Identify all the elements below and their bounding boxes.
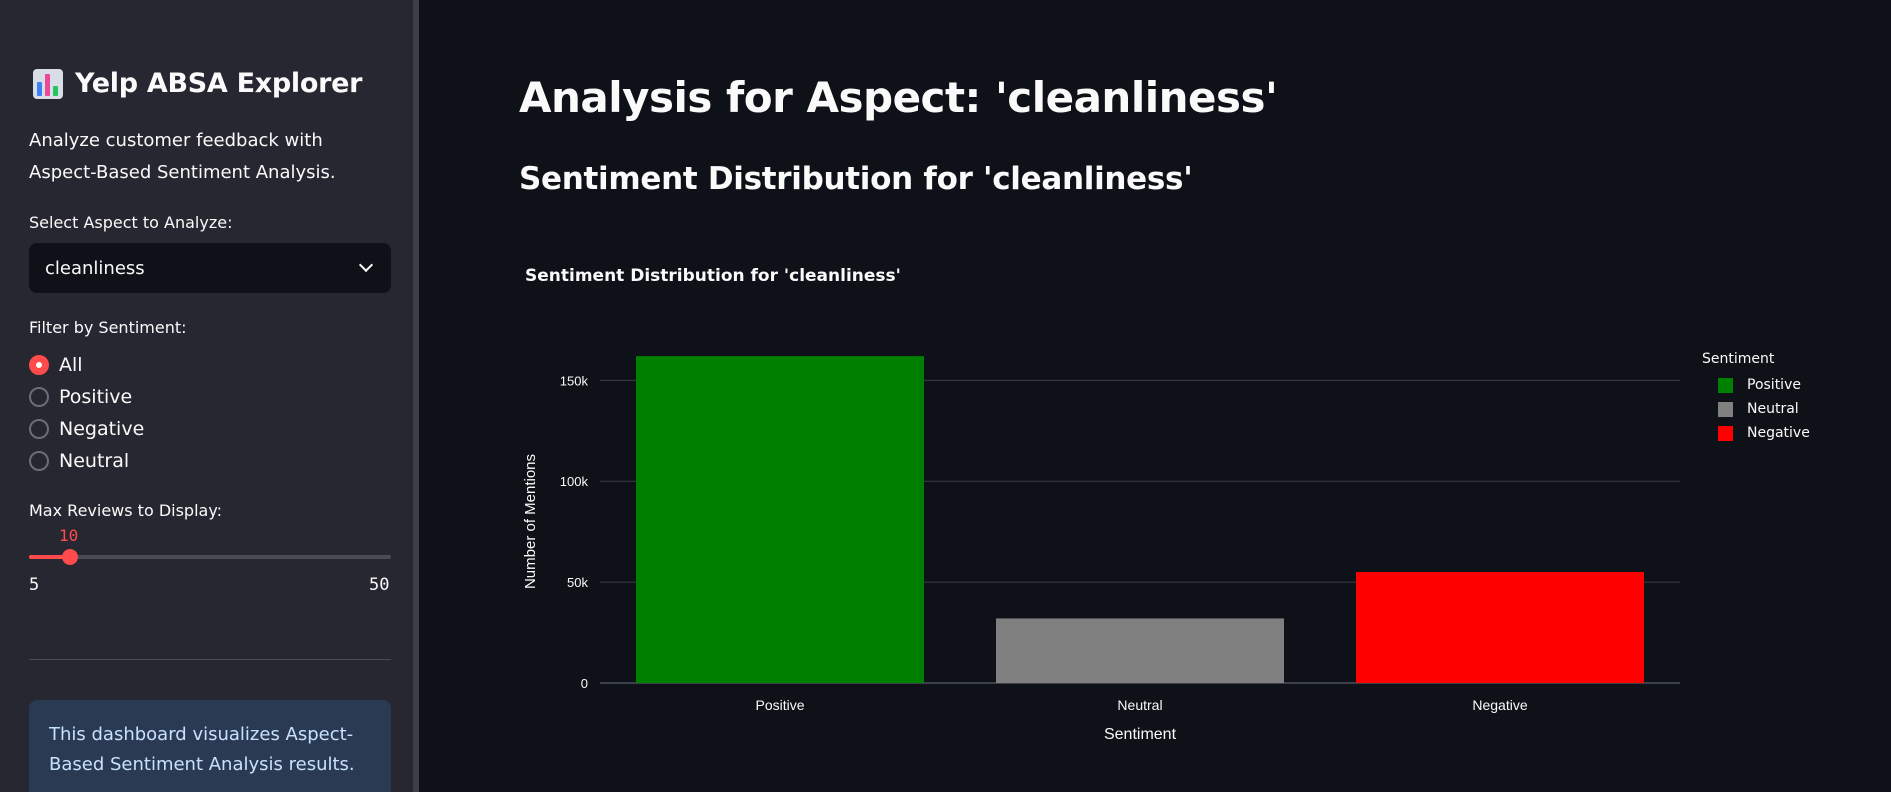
radio-option-all[interactable]: All [29,354,83,376]
chevron-down-icon [358,257,374,273]
info-box: This dashboard visualizes Aspect-Based S… [29,700,391,792]
legend-swatch [1718,401,1733,417]
radio-button[interactable] [29,387,49,407]
chart-title: Sentiment Distribution for 'cleanliness' [525,266,901,286]
radio-option-positive[interactable]: Positive [29,386,132,408]
page-title: Analysis for Aspect: 'cleanliness' [519,73,1278,122]
legend-label: Neutral [1747,401,1799,417]
bar-positive [636,356,924,683]
x-tick-label: Neutral [1117,697,1162,713]
app-description: Analyze customer feedback with Aspect-Ba… [29,130,336,183]
bar-negative [1356,572,1644,683]
max-reviews-slider-thumb[interactable] [62,549,78,565]
radio-label: Negative [59,418,145,440]
radio-button[interactable] [29,451,49,471]
max-reviews-slider-fill [29,555,70,559]
max-reviews-value: 10 [59,526,79,545]
app-title-block: Yelp ABSA Explorer [33,68,362,99]
radio-button[interactable] [29,419,49,439]
x-tick-label: Positive [755,697,804,713]
radio-label: Positive [59,386,133,408]
aspect-select-label: Select Aspect to Analyze: [29,213,233,232]
legend-item-negative[interactable]: Negative [1718,421,1810,445]
radio-label: Neutral [59,450,130,472]
legend-title: Sentiment [1702,351,1775,367]
bar-chart-icon [33,68,63,99]
x-tick-label: Negative [1472,697,1527,713]
section-title: Sentiment Distribution for 'cleanliness' [519,161,1193,197]
y-tick-label: 0 [581,676,588,691]
app-title: Yelp ABSA Explorer [75,68,363,99]
radio-option-negative[interactable]: Negative [29,418,144,440]
aspect-select[interactable]: cleanliness [29,243,391,293]
max-reviews-min: 5 [29,575,40,595]
legend-item-neutral[interactable]: Neutral [1718,397,1810,421]
radio-button[interactable] [29,355,49,375]
max-reviews-slider-track[interactable] [29,555,391,559]
max-reviews-label: Max Reviews to Display: [29,501,223,520]
y-tick-label: 150k [560,373,589,388]
sentiment-filter-label: Filter by Sentiment: [29,318,187,337]
legend-item-positive[interactable]: Positive [1718,373,1810,397]
sidebar: Yelp ABSA Explorer Analyze customer feed… [0,0,413,792]
radio-option-neutral[interactable]: Neutral [29,450,129,472]
radio-label: All [59,354,83,376]
sidebar-resize-handle[interactable] [413,0,419,792]
y-tick-label: 50k [567,575,588,590]
chart-legend: Sentiment Positive Neutral Negative [1702,351,1810,445]
y-tick-label: 100k [560,474,589,489]
bar-chart: 0 50k 100k 150k Positive Neutral Negative Senti… [522,356,1680,743]
bar-neutral [996,618,1284,683]
max-reviews-max: 50 [369,575,390,595]
legend-swatch [1718,425,1733,441]
x-axis-title: Sentiment [1104,726,1177,743]
y-axis-title: Number of Mentions [522,454,539,589]
legend-label: Negative [1747,425,1810,441]
sidebar-divider [29,659,391,660]
legend-label: Positive [1747,377,1801,393]
legend-swatch [1718,377,1733,393]
aspect-select-value: cleanliness [45,257,145,279]
